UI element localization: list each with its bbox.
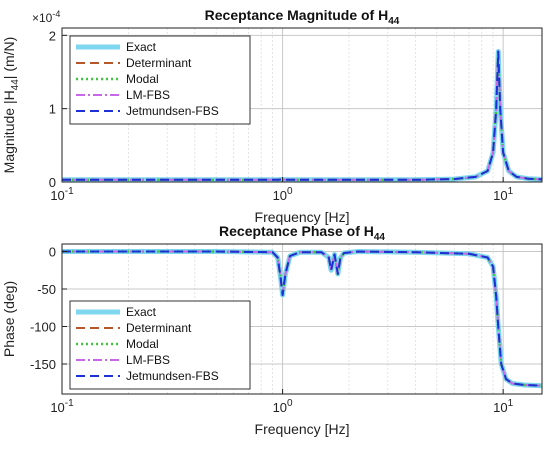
legend-label: Exact <box>126 40 157 54</box>
y-axis-label-suffix: | (m/N) <box>1 37 17 80</box>
y-axis-label-text: Phase (deg) <box>1 281 17 357</box>
legend-label: LM-FBS <box>126 88 170 102</box>
y-tick-label: 0 <box>49 245 56 260</box>
legend-label: LM-FBS <box>126 353 170 367</box>
x-tick-exponent: 1 <box>508 398 514 409</box>
y-axis-label-text: Magnitude |H <box>1 90 17 173</box>
series-line-jetmundsen-fbs <box>62 250 543 387</box>
x-tick-base: 10 <box>493 188 507 203</box>
x-tick-base: 10 <box>273 188 287 203</box>
x-tick-label: 100 <box>273 186 293 203</box>
chart-title: Receptance Phase of H44 <box>219 223 385 243</box>
y-scale-exponent-base: ×10 <box>32 11 53 25</box>
legend-label: Modal <box>126 337 159 351</box>
x-tick-base: 10 <box>50 400 64 415</box>
x-tick-exponent: -1 <box>65 398 74 409</box>
x-tick-exponent: -1 <box>65 186 74 197</box>
axes-frame <box>61 243 543 395</box>
x-tick-exponent: 1 <box>508 186 514 197</box>
chart-title-text: Receptance Phase of H <box>219 223 374 239</box>
y-tick-label: -100 <box>30 320 56 335</box>
series-group <box>62 48 543 183</box>
y-tick-label: 0 <box>49 175 56 190</box>
x-tick-base: 10 <box>50 188 64 203</box>
x-axis-label: Frequency [Hz] <box>255 421 350 437</box>
legend-label: Jetmundsen-FBS <box>126 104 219 118</box>
legend-label: Determinant <box>126 321 192 335</box>
series-group <box>62 249 543 389</box>
y-axis-label-subscript: 44 <box>10 79 21 91</box>
legend-label: Exact <box>126 305 157 319</box>
legend-box <box>69 35 251 125</box>
legend-label: Determinant <box>126 56 192 70</box>
x-tick-label: 101 <box>493 398 513 415</box>
y-tick-label: 2 <box>49 28 56 43</box>
y-scale-exponent-power: -4 <box>52 9 60 19</box>
y-axis-label: Phase (deg) <box>1 281 17 357</box>
x-tick-label: 100 <box>273 398 293 415</box>
y-axis-label: Magnitude |H44| (m/N) <box>1 37 21 174</box>
axes-frame <box>61 27 543 183</box>
x-tick-exponent: 0 <box>287 398 293 409</box>
chart-title-subscript: 44 <box>388 16 400 27</box>
legend-label: Modal <box>126 72 159 86</box>
y-tick-label: -50 <box>37 282 56 297</box>
chart-title-text: Receptance Magnitude of H <box>205 7 389 23</box>
x-tick-label: 10-1 <box>50 398 74 415</box>
x-tick-label: 101 <box>493 186 513 203</box>
legend: Exact Determinant Modal LM-FBS Jetmundsen-FB… <box>69 300 251 390</box>
legend: Exact Determinant Modal LM-FBS Jetmundsen-FB… <box>69 35 251 125</box>
x-tick-label: 10-1 <box>50 186 74 203</box>
x-tick-base: 10 <box>273 400 287 415</box>
x-tick-base: 10 <box>493 400 507 415</box>
y-tick-label: -150 <box>30 357 56 372</box>
y-scale-exponent: ×10-4 <box>32 9 60 25</box>
y-tick-label: 1 <box>49 102 56 117</box>
chart-title-subscript: 44 <box>374 232 386 243</box>
legend-box <box>69 300 251 390</box>
series-line-jetmundsen-fbs <box>62 50 543 181</box>
chart-title: Receptance Magnitude of H44 <box>205 7 400 27</box>
legend-label: Jetmundsen-FBS <box>126 369 219 383</box>
x-tick-exponent: 0 <box>287 186 293 197</box>
x-axis-label: Frequency [Hz] <box>255 209 350 225</box>
